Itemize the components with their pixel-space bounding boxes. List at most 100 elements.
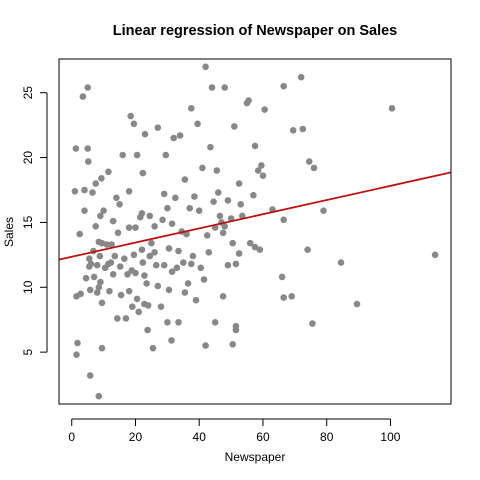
data-point [431,251,439,259]
data-point [181,176,189,183]
data-point [165,286,173,294]
data-point [89,189,96,196]
data-point [144,302,152,309]
data-point [133,295,141,303]
data-point [186,204,193,212]
data-point [224,261,232,269]
data-point [103,241,111,248]
data-point [320,207,327,214]
data-point [235,180,243,187]
data-point [106,287,113,295]
data-point [107,259,115,266]
data-point [164,319,171,326]
data-point [184,280,192,287]
data-point [159,216,166,224]
data-point [288,293,296,300]
x-tick-label: 20 [129,430,143,444]
data-point [96,252,104,260]
data-point [245,97,252,104]
data-point [116,201,123,208]
data-point [127,112,134,120]
data-point [79,93,87,100]
data-point [146,212,154,220]
data-point [86,286,94,294]
data-point [154,124,162,131]
data-point [129,303,136,311]
data-point [256,246,264,253]
plot-frame [58,58,452,405]
data-point [388,105,396,112]
data-point [113,194,120,202]
data-point [297,73,305,81]
data-point [149,344,157,352]
data-point [125,224,133,231]
data-point [95,392,103,400]
data-point [168,337,175,344]
data-point [261,106,268,113]
data-point [246,239,254,247]
data-point [71,188,79,195]
y-tick-label: 20 [21,151,35,165]
data-point [280,82,288,90]
data-point [125,188,133,195]
data-point [254,167,262,174]
data-point [197,264,205,272]
data-point [231,123,238,130]
data-point [173,264,181,272]
data-point [138,246,146,253]
data-point [200,276,208,283]
data-point [208,84,216,91]
data-point [74,339,81,347]
data-point [157,303,165,311]
data-point [189,252,197,260]
data-point [191,193,198,200]
data-point [251,142,259,150]
data-point [108,241,115,248]
x-tick-label: 100 [380,430,400,444]
data-point [121,255,128,262]
data-point [229,239,236,247]
data-point [144,326,151,334]
data-point [221,84,228,91]
data-point [215,189,222,196]
y-tick-label: 15 [21,215,35,229]
plot-area: 0 20 40 60 80 100 5 10 15 20 25 [21,58,452,444]
data-point [114,229,122,237]
data-point [109,217,117,225]
x-axis-label: Newspaper [225,450,286,464]
data-point [97,212,104,220]
data-point [199,164,206,172]
data-point [152,261,160,269]
data-point [130,120,138,128]
data-point [141,272,148,279]
data-point [77,290,84,298]
data-point [168,268,176,276]
data-point [151,249,158,256]
data-point [310,164,318,172]
data-point [122,315,130,322]
data-point [309,320,316,327]
data-point [92,223,99,230]
data-point [130,251,138,259]
data-point [117,291,125,299]
data-point [289,127,297,134]
data-point [180,259,187,266]
data-point [143,280,150,287]
data-point [135,308,142,316]
data-point [148,239,155,247]
data-point [86,372,94,379]
data-point [235,250,243,257]
data-point [164,204,171,212]
data-point [188,260,195,268]
data-point [132,224,139,231]
data-point [109,271,117,278]
data-point [154,282,162,290]
data-point [211,319,219,326]
data-point [162,151,170,159]
data-point [105,168,112,176]
data-point [92,180,99,187]
data-point [250,191,257,199]
data-point [203,232,211,239]
data-point [160,261,168,269]
